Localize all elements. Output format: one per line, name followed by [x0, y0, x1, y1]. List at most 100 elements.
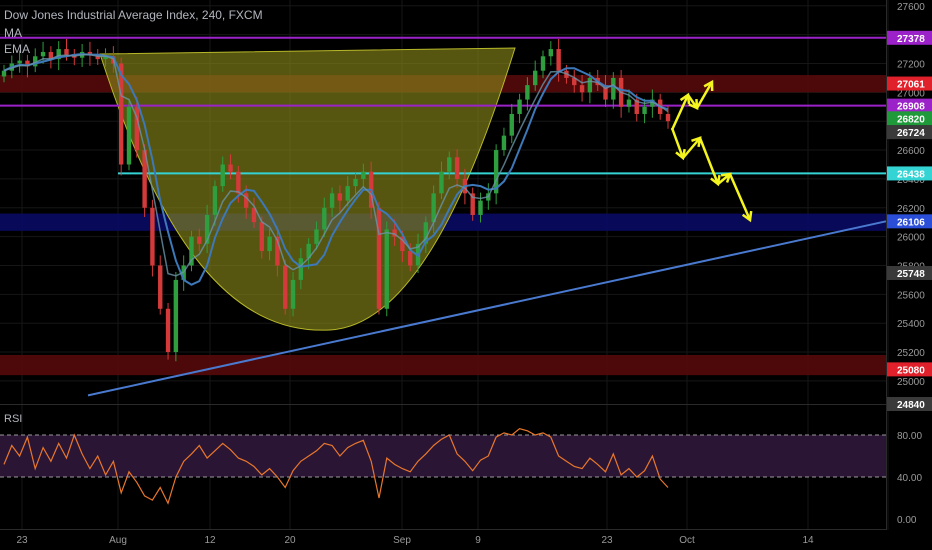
candle-body: [533, 70, 538, 86]
candle-body: [572, 77, 577, 86]
candle-body: [337, 193, 343, 201]
candle-body: [478, 200, 483, 215]
candle-body: [103, 56, 108, 60]
price-badge: [887, 362, 932, 377]
price-tick-label: 26600: [897, 146, 925, 157]
candle-body: [634, 99, 639, 114]
ema-line: [3, 53, 669, 277]
arrow-bullish: [670, 81, 714, 131]
price-badge-label: 26106: [897, 217, 925, 228]
price-tick-label: 27600: [897, 2, 925, 13]
time-axis[interactable]: 23 Aug 12 20 Sep 9 23 Oct 14: [16, 535, 814, 546]
price-badge-label: 27061: [897, 80, 925, 91]
candle-body: [33, 56, 38, 67]
price-badge-label: 24840: [897, 400, 925, 411]
ma-line: [3, 53, 669, 286]
time-tick-label: 23: [16, 535, 28, 546]
candle-body: [298, 258, 304, 280]
price-tick-label: 25000: [897, 377, 925, 388]
candle-body: [87, 51, 93, 55]
candle-body: [611, 77, 616, 100]
candle-body: [173, 279, 179, 353]
candle-body: [329, 193, 335, 208]
chart-title: Dow Jones Industrial Average Index, 240,…: [4, 8, 263, 22]
price-badge: [887, 397, 932, 411]
projection-arrows: [670, 79, 753, 223]
candle-body: [603, 85, 608, 100]
candle-body: [204, 214, 210, 244]
candle-body: [134, 106, 139, 151]
candle-body: [579, 85, 585, 93]
arrow-head: [720, 172, 732, 183]
candle-body: [517, 99, 522, 114]
arrow-head: [710, 174, 721, 187]
time-tick-label: 12: [204, 535, 216, 546]
price-tick-label: 27200: [897, 59, 925, 70]
arrow-head: [741, 210, 753, 223]
price-badge: [887, 214, 932, 229]
candle-body: [220, 164, 225, 187]
rsi-line: [3, 428, 669, 505]
candle-body: [361, 171, 366, 179]
candle-body: [165, 308, 171, 353]
time-tick-label: Sep: [393, 535, 411, 546]
candle-body: [25, 60, 30, 67]
rsi-levels: [0, 434, 886, 478]
candle-body: [642, 106, 647, 114]
candle-body: [290, 279, 296, 309]
price-badge: [887, 265, 932, 280]
candle-body: [439, 171, 444, 194]
candle-body: [243, 193, 249, 208]
price-tick-label: 25600: [897, 290, 925, 301]
price-badge: [887, 111, 932, 126]
candle-body: [17, 60, 22, 64]
price-tick-label: 26000: [897, 233, 925, 244]
candle-body: [650, 99, 655, 107]
price-tick-label: 25200: [897, 348, 925, 359]
candle-body: [48, 51, 54, 60]
legend-ema[interactable]: EMA: [4, 42, 31, 56]
price-badge-label: 26908: [897, 102, 925, 113]
candle-body: [548, 49, 554, 57]
rsi-band: [0, 435, 886, 477]
candle-body: [540, 56, 546, 71]
price-badge-label: 27378: [897, 34, 925, 45]
candle-body: [1, 70, 7, 77]
rsi-title: RSI: [4, 413, 23, 425]
candle-body: [587, 77, 593, 93]
time-tick-label: 9: [475, 535, 481, 546]
candle-body: [126, 106, 132, 165]
rsi-tick-label: 40.00: [897, 473, 922, 484]
legend-ma[interactable]: MA: [4, 26, 22, 40]
price-badge: [887, 98, 932, 113]
candle-body: [56, 49, 61, 60]
candle-body: [454, 157, 460, 179]
candle-body: [228, 164, 233, 172]
candle-body: [400, 236, 405, 252]
price-zone: [0, 354, 886, 376]
price-badge: [887, 166, 932, 181]
candle-body: [431, 193, 436, 223]
candle-body: [64, 49, 69, 55]
horizontal-levels: [0, 36, 886, 175]
candle-body: [470, 193, 475, 215]
time-tick-label: 23: [601, 535, 613, 546]
time-tick-label: Aug: [109, 535, 127, 546]
candle-body: [665, 113, 671, 122]
price-badge-label: 26820: [897, 114, 925, 125]
price-badge-label: 26724: [897, 128, 925, 139]
price-badge: [887, 76, 932, 91]
arrow-head: [703, 79, 714, 92]
price-badge: [887, 30, 932, 45]
candle-body: [501, 135, 507, 151]
candle-body: [236, 171, 241, 194]
candles: [1, 38, 671, 362]
price-badge: [887, 125, 932, 140]
ascending-trendline[interactable]: [87, 220, 887, 397]
time-tick-label: Oct: [679, 535, 695, 546]
price-badge-label: 25748: [897, 269, 925, 280]
time-tick-label: 14: [802, 535, 814, 546]
candle-body: [275, 236, 280, 266]
